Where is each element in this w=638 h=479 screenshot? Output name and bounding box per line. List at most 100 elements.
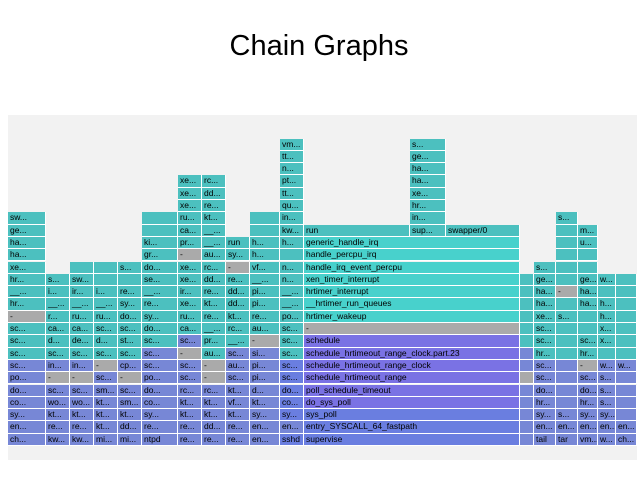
stack-frame[interactable] bbox=[520, 384, 534, 397]
stack-frame[interactable]: si... bbox=[250, 347, 280, 360]
stack-frame[interactable]: ge... bbox=[410, 150, 446, 164]
stack-frame[interactable] bbox=[250, 212, 280, 225]
stack-frame[interactable]: re... bbox=[202, 433, 226, 446]
stack-frame[interactable]: wo... bbox=[70, 396, 94, 410]
stack-frame[interactable]: hrtimer_interrupt bbox=[304, 286, 520, 299]
stack-frame[interactable] bbox=[616, 409, 637, 422]
stack-frame[interactable]: - bbox=[556, 286, 578, 299]
stack-frame[interactable]: - bbox=[94, 359, 118, 373]
stack-frame[interactable]: schedule bbox=[304, 335, 520, 348]
stack-frame[interactable]: sc... bbox=[280, 347, 304, 360]
stack-frame[interactable] bbox=[556, 273, 578, 287]
stack-frame[interactable]: w... bbox=[598, 359, 616, 373]
stack-frame[interactable] bbox=[578, 323, 598, 336]
stack-frame[interactable]: en... bbox=[250, 421, 280, 434]
stack-frame[interactable]: au... bbox=[202, 249, 226, 262]
stack-frame[interactable] bbox=[556, 323, 578, 336]
stack-frame[interactable]: dd... bbox=[226, 286, 250, 299]
stack-frame[interactable] bbox=[520, 359, 534, 373]
stack-frame[interactable]: schedule_hrtimeout_range bbox=[304, 372, 520, 385]
stack-frame[interactable]: re... bbox=[178, 433, 202, 446]
stack-frame[interactable]: re... bbox=[178, 421, 202, 434]
stack-frame[interactable]: en... bbox=[250, 433, 280, 446]
stack-frame[interactable]: kt... bbox=[202, 409, 226, 422]
stack-frame[interactable]: co... bbox=[142, 396, 178, 410]
stack-frame[interactable]: do... bbox=[534, 384, 556, 397]
stack-frame[interactable]: xen_timer_interrupt bbox=[304, 273, 520, 287]
stack-frame[interactable]: s... bbox=[556, 409, 578, 422]
stack-frame[interactable]: s... bbox=[556, 310, 578, 323]
stack-frame[interactable]: au... bbox=[226, 359, 250, 373]
stack-frame[interactable]: x... bbox=[598, 323, 616, 336]
stack-frame[interactable] bbox=[520, 273, 534, 287]
stack-frame[interactable]: xe... bbox=[178, 200, 202, 213]
stack-frame[interactable]: - bbox=[304, 323, 520, 336]
stack-frame[interactable]: sc... bbox=[8, 347, 46, 360]
stack-frame[interactable]: ru... bbox=[178, 212, 202, 225]
stack-frame[interactable] bbox=[556, 359, 578, 373]
stack-frame[interactable]: ge... bbox=[534, 273, 556, 287]
stack-frame[interactable]: sc... bbox=[46, 384, 70, 397]
stack-frame[interactable]: s... bbox=[118, 261, 142, 274]
stack-frame[interactable]: ntpd bbox=[142, 433, 178, 446]
stack-frame[interactable]: kt... bbox=[202, 396, 226, 410]
stack-frame[interactable]: ch... bbox=[616, 433, 637, 446]
stack-frame[interactable]: re... bbox=[118, 286, 142, 299]
stack-frame[interactable]: s... bbox=[598, 384, 616, 397]
stack-frame[interactable]: vm... bbox=[578, 433, 598, 446]
stack-frame[interactable]: kt... bbox=[94, 409, 118, 422]
stack-frame[interactable]: vf... bbox=[226, 396, 250, 410]
stack-frame[interactable]: d... bbox=[250, 384, 280, 397]
stack-frame[interactable]: kw... bbox=[280, 224, 304, 237]
stack-frame[interactable]: kt... bbox=[70, 409, 94, 422]
stack-frame[interactable]: tail bbox=[534, 433, 556, 446]
stack-frame[interactable]: __... bbox=[142, 286, 178, 299]
stack-frame[interactable] bbox=[616, 372, 637, 385]
stack-frame[interactable]: ru... bbox=[70, 310, 94, 323]
stack-frame[interactable]: w... bbox=[598, 433, 616, 446]
stack-frame[interactable]: __... bbox=[226, 335, 250, 348]
stack-frame[interactable]: sc... bbox=[280, 372, 304, 385]
stack-frame[interactable]: ir... bbox=[70, 286, 94, 299]
stack-frame[interactable] bbox=[578, 249, 598, 262]
stack-frame[interactable]: re... bbox=[226, 273, 250, 287]
stack-frame[interactable]: po... bbox=[142, 372, 178, 385]
stack-frame[interactable]: __... bbox=[202, 236, 226, 250]
stack-frame[interactable]: wo... bbox=[46, 396, 70, 410]
stack-frame[interactable]: h... bbox=[598, 298, 616, 311]
stack-frame[interactable]: h... bbox=[250, 249, 280, 262]
stack-frame[interactable] bbox=[520, 310, 534, 323]
stack-frame[interactable]: schedule_hrtimeout_range_clock.part.23 bbox=[304, 347, 520, 360]
stack-frame[interactable]: pi... bbox=[250, 286, 280, 299]
stack-frame[interactable]: hr... bbox=[534, 396, 556, 410]
stack-frame[interactable]: sc... bbox=[226, 347, 250, 360]
stack-frame[interactable] bbox=[556, 335, 578, 348]
stack-frame[interactable] bbox=[578, 310, 598, 323]
stack-frame[interactable]: sc... bbox=[534, 372, 556, 385]
stack-frame[interactable]: generic_handle_irq bbox=[304, 236, 520, 250]
stack-frame[interactable]: xe... bbox=[410, 187, 446, 200]
stack-frame[interactable]: do_sys_poll bbox=[304, 396, 520, 410]
stack-frame[interactable]: sc... bbox=[118, 323, 142, 336]
stack-frame[interactable]: cp... bbox=[118, 359, 142, 373]
stack-frame[interactable]: sw... bbox=[8, 212, 46, 225]
stack-frame[interactable]: sys_poll bbox=[304, 409, 520, 422]
stack-frame[interactable]: pi... bbox=[250, 359, 280, 373]
stack-frame[interactable]: in... bbox=[70, 359, 94, 373]
stack-frame[interactable]: h... bbox=[250, 236, 280, 250]
stack-frame[interactable]: sy... bbox=[578, 409, 598, 422]
stack-frame[interactable] bbox=[556, 372, 578, 385]
stack-frame[interactable]: pi... bbox=[250, 298, 280, 311]
stack-frame[interactable]: in... bbox=[410, 212, 446, 225]
stack-frame[interactable]: sy... bbox=[118, 298, 142, 311]
stack-frame[interactable]: do... bbox=[8, 384, 46, 397]
stack-frame[interactable] bbox=[616, 396, 637, 410]
stack-frame[interactable]: ha... bbox=[8, 236, 46, 250]
stack-frame[interactable]: sy... bbox=[8, 409, 46, 422]
stack-frame[interactable]: sc... bbox=[226, 372, 250, 385]
stack-frame[interactable]: kt... bbox=[202, 298, 226, 311]
stack-frame[interactable]: h... bbox=[598, 310, 616, 323]
stack-frame[interactable]: sc... bbox=[534, 323, 556, 336]
stack-frame[interactable]: sy... bbox=[280, 409, 304, 422]
stack-frame[interactable]: pr... bbox=[202, 335, 226, 348]
